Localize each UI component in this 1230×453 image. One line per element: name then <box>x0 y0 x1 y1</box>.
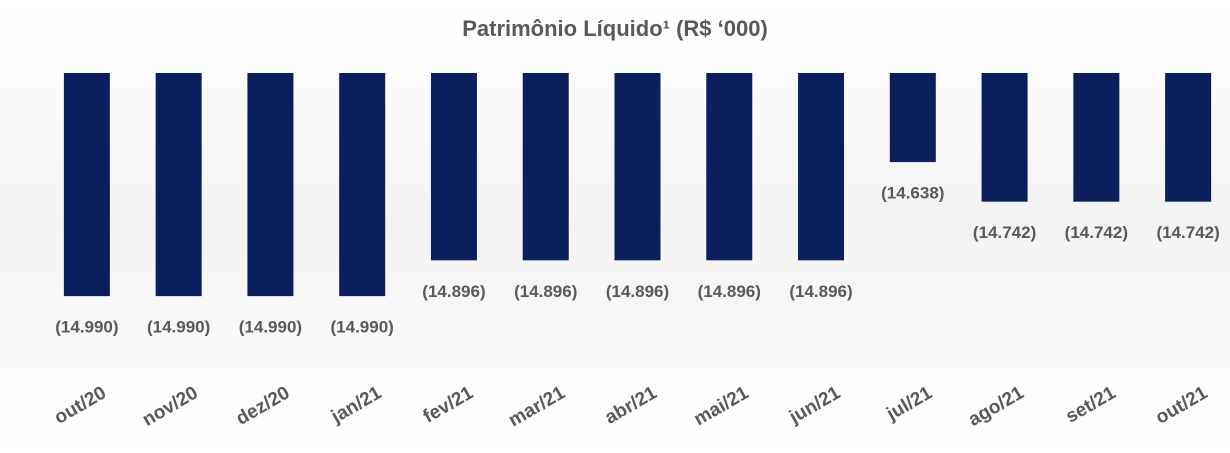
value-label: (14.742) <box>1065 223 1128 242</box>
value-label: (14.896) <box>606 282 669 301</box>
bar <box>1073 73 1120 202</box>
bar <box>339 73 386 297</box>
value-label: (14.638) <box>881 184 944 203</box>
bar <box>430 73 477 261</box>
bar <box>155 73 202 297</box>
chart-title: Patrimônio Líquido¹ (R$ ‘000) <box>462 16 768 41</box>
value-label: (14.896) <box>422 282 485 301</box>
bar <box>798 73 845 261</box>
value-label: (14.896) <box>514 282 577 301</box>
bar <box>889 73 936 163</box>
bar <box>63 73 110 297</box>
bar <box>522 73 569 261</box>
value-label: (14.990) <box>331 318 394 337</box>
value-label: (14.990) <box>147 318 210 337</box>
bar <box>981 73 1028 202</box>
value-label: (14.990) <box>55 318 118 337</box>
value-label: (14.896) <box>698 282 761 301</box>
value-label: (14.896) <box>789 282 852 301</box>
bar <box>706 73 753 261</box>
bar <box>1165 73 1212 202</box>
value-label: (14.990) <box>239 318 302 337</box>
bar <box>614 73 661 261</box>
bar <box>247 73 294 297</box>
value-label: (14.742) <box>973 223 1036 242</box>
value-label: (14.742) <box>1156 223 1219 242</box>
